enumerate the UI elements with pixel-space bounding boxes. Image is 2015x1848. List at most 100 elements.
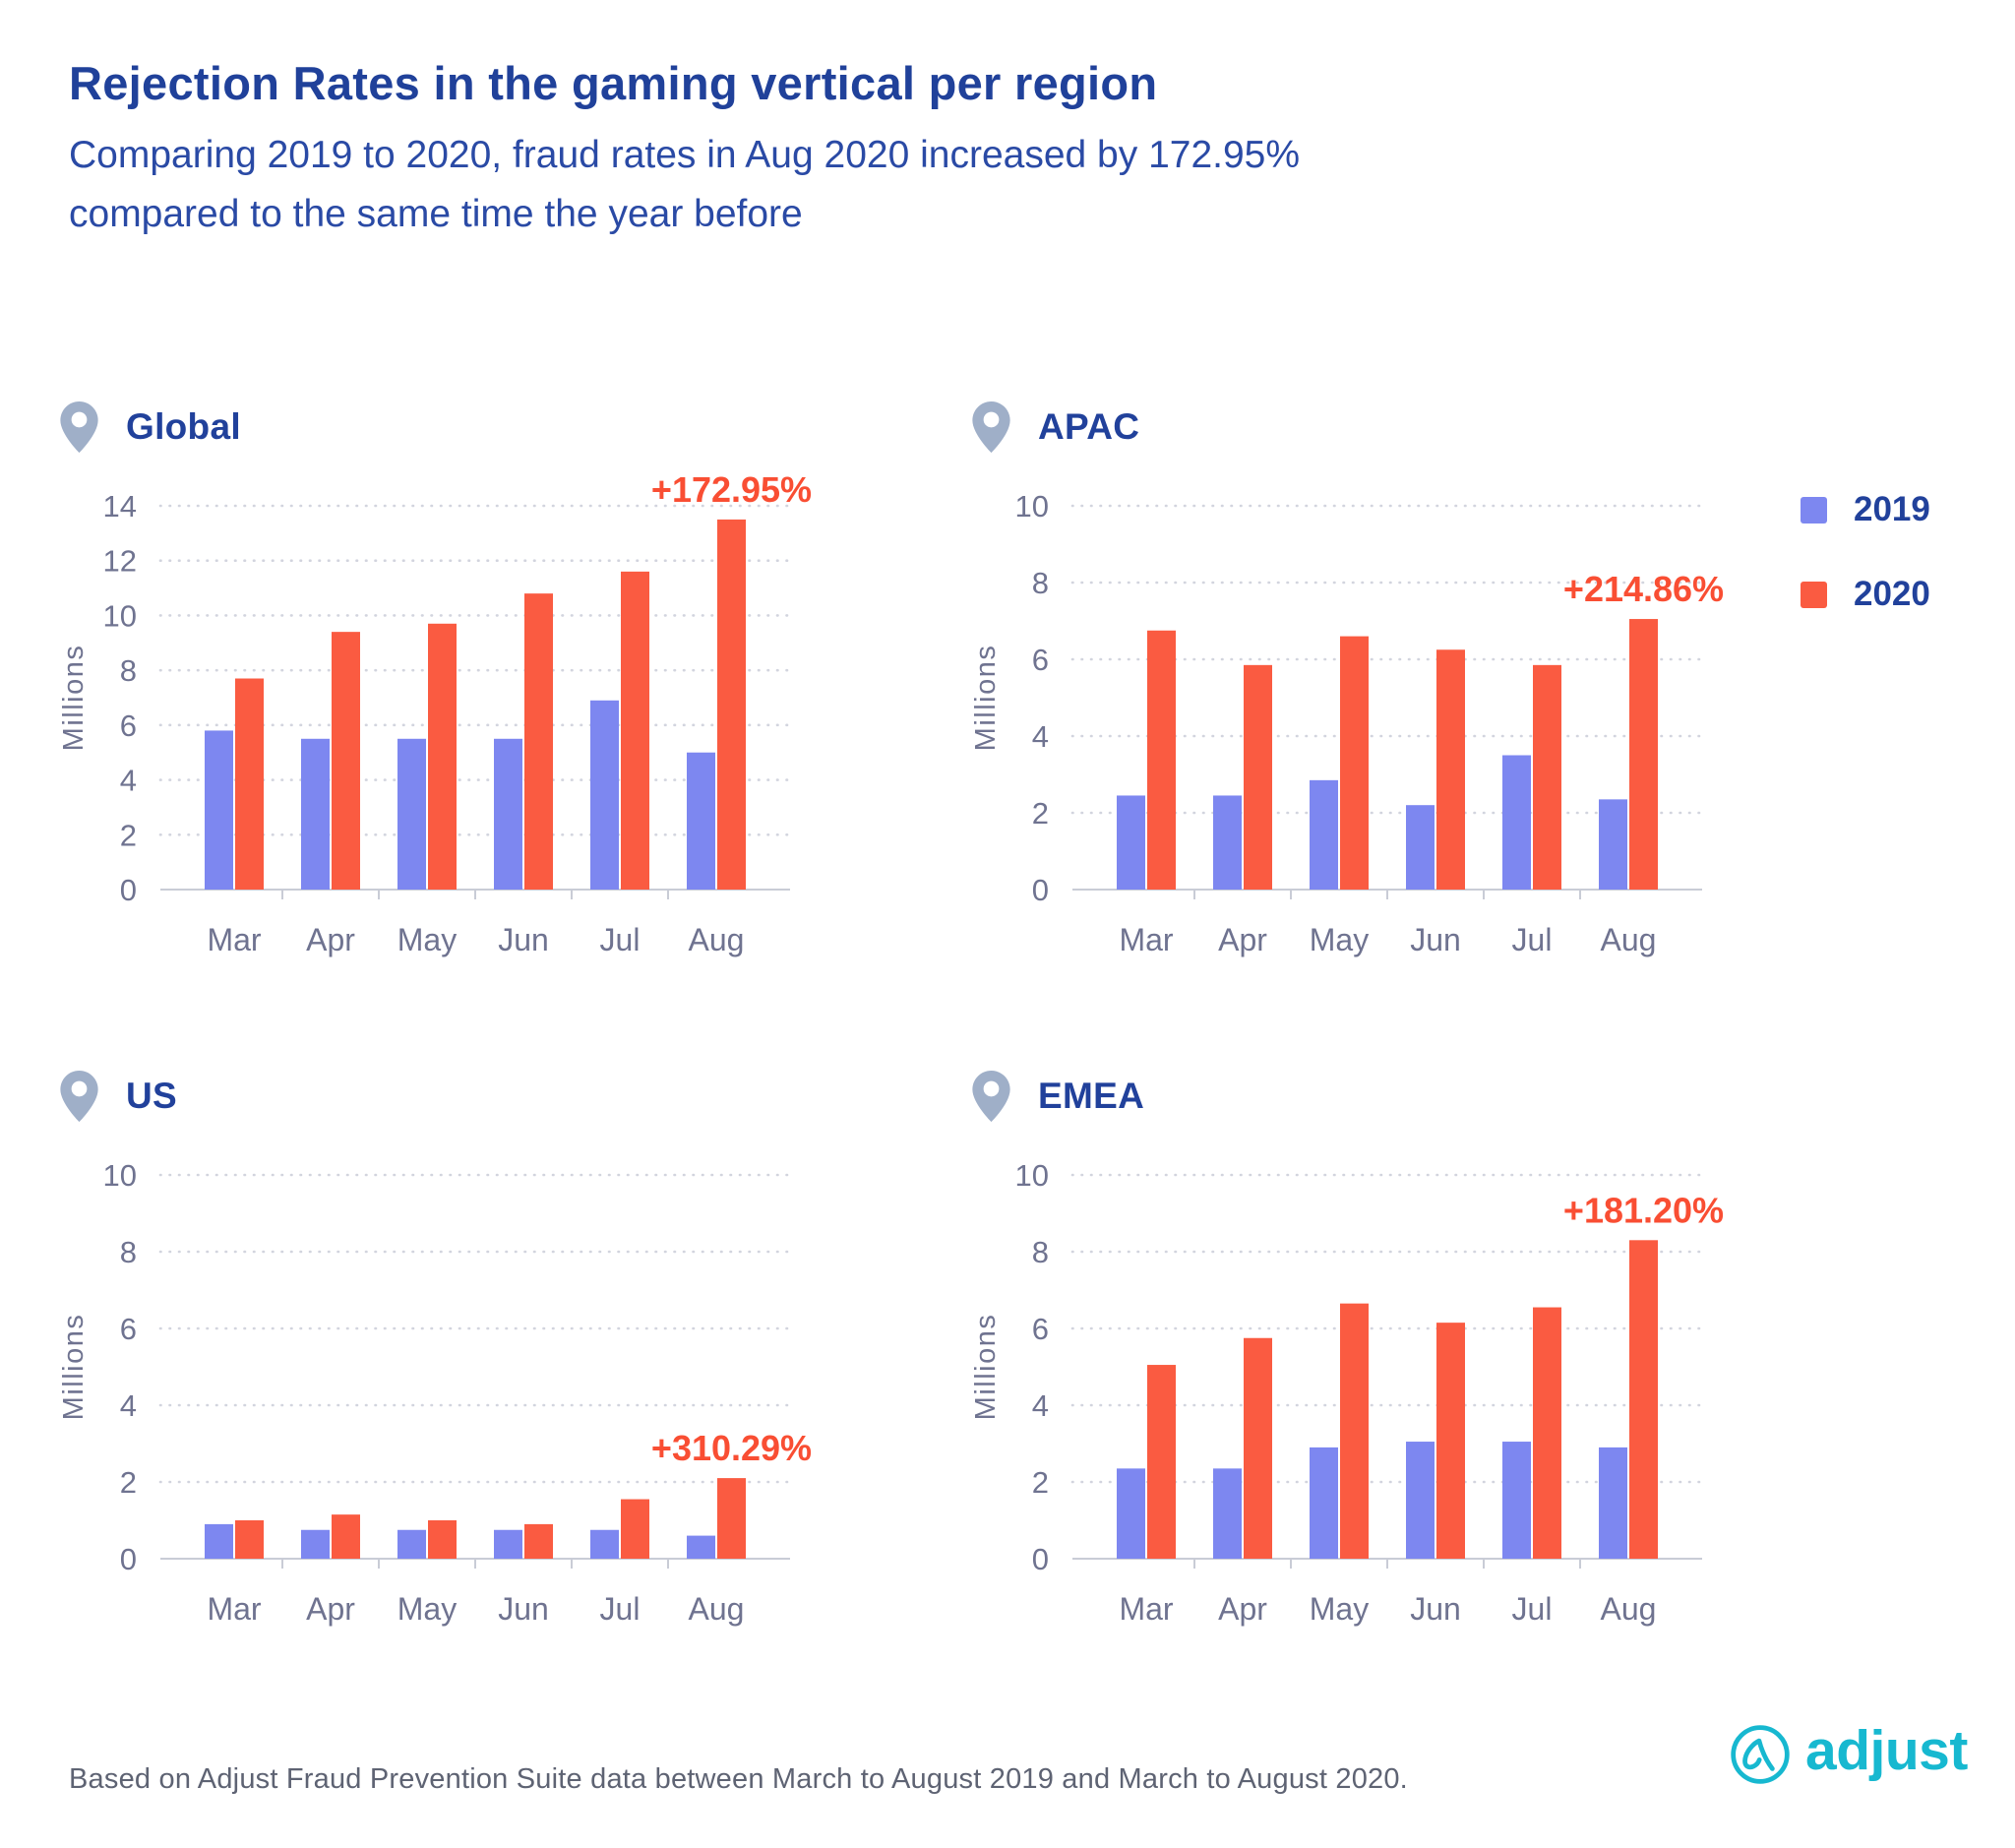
bar-2019-May xyxy=(1310,1447,1338,1559)
x-tick-label: Jul xyxy=(600,922,641,957)
x-tick-label: Apr xyxy=(1218,1591,1267,1627)
y-axis-title: Millions xyxy=(970,645,1002,752)
page-title: Rejection Rates in the gaming vertical p… xyxy=(69,57,1158,109)
x-tick-label: Mar xyxy=(1119,922,1173,957)
y-tick-label: 6 xyxy=(120,708,137,743)
region-title: APAC xyxy=(1038,406,1140,447)
bar-2020-Mar xyxy=(1147,1365,1176,1559)
chart-legend: 2019 2020 xyxy=(1801,490,1930,614)
y-tick-label: 8 xyxy=(1032,1235,1049,1269)
x-tick-label: Jul xyxy=(1512,1591,1553,1627)
y-tick-label: 10 xyxy=(1015,489,1049,524)
y-axis-title: Millions xyxy=(58,1314,90,1421)
y-tick-label: 10 xyxy=(103,598,137,633)
bar-2020-May xyxy=(428,1520,457,1559)
y-tick-label: 6 xyxy=(1032,1312,1049,1346)
bar-2020-Mar xyxy=(1147,630,1176,890)
y-axis-title: Millions xyxy=(970,1314,1002,1421)
bar-2020-Jul xyxy=(1533,664,1561,890)
x-tick-label: Aug xyxy=(1601,922,1657,957)
y-tick-label: 2 xyxy=(1032,1465,1049,1500)
bar-2020-Aug xyxy=(717,519,746,890)
x-tick-label: May xyxy=(397,1591,457,1627)
chart-panel-apac: APAC 0 2 4 6 8 10 Millions Mar Apr May Jun Jul Aug +2… xyxy=(959,392,1776,1013)
bar-2020-Apr xyxy=(1244,1337,1272,1559)
adjust-logo-icon xyxy=(1731,1725,1790,1784)
annotation-us: +310.29% xyxy=(651,1428,812,1468)
adjust-logo: adjust xyxy=(1728,1722,1968,1787)
y-tick-label: 2 xyxy=(120,818,137,852)
bar-2020-Jun xyxy=(524,593,553,890)
bar-2020-May xyxy=(428,623,457,890)
legend-item-2019: 2019 xyxy=(1801,490,1930,529)
bar-2020-Jul xyxy=(621,571,649,890)
bar-2019-Aug xyxy=(687,752,715,890)
location-pin-icon xyxy=(60,400,98,453)
y-tick-label: 14 xyxy=(103,489,137,524)
x-tick-label: Jun xyxy=(1410,922,1461,957)
y-tick-label: 0 xyxy=(1032,1542,1049,1576)
bar-2020-Jul xyxy=(621,1499,649,1559)
y-tick-label: 12 xyxy=(103,544,137,579)
bar-2020-Mar xyxy=(235,678,264,890)
x-tick-label: Jul xyxy=(1512,922,1553,957)
legend-item-2020: 2020 xyxy=(1801,575,1930,614)
location-pin-icon xyxy=(972,400,1010,453)
bar-2019-Mar xyxy=(205,730,233,890)
region-title: EMEA xyxy=(1038,1076,1145,1116)
x-tick-label: Mar xyxy=(1119,1591,1173,1627)
bar-2019-Mar xyxy=(205,1523,233,1559)
y-tick-label: 2 xyxy=(120,1465,137,1500)
x-tick-label: Jun xyxy=(1410,1591,1461,1627)
bar-2019-Apr xyxy=(1213,1468,1242,1559)
legend-swatch-2020 xyxy=(1801,581,1827,608)
annotation-emea: +181.20% xyxy=(1563,1190,1724,1230)
y-tick-label: 10 xyxy=(1015,1158,1049,1193)
page-subtitle: Comparing 2019 to 2020, fraud rates in A… xyxy=(69,134,1301,236)
y-tick-label: 2 xyxy=(1032,796,1049,831)
bar-2019-May xyxy=(1310,779,1338,890)
annotation-apac: +214.86% xyxy=(1563,569,1724,609)
x-tick-label: Aug xyxy=(1601,1591,1657,1627)
region-title: US xyxy=(126,1076,177,1116)
bar-2019-Aug xyxy=(1599,799,1627,890)
legend-label: 2020 xyxy=(1854,575,1930,613)
bar-2019-Jul xyxy=(590,700,619,890)
x-tick-label: May xyxy=(397,922,457,957)
bar-2019-Jun xyxy=(494,738,522,890)
y-tick-label: 6 xyxy=(120,1312,137,1346)
chart-panel-global: Global 0 2 4 6 8 10 12 14 Millions Mar Apr May Jun Ju… xyxy=(47,392,864,1013)
chart-panel-header: Global xyxy=(47,392,864,462)
bar-chart-apac: 0 2 4 6 8 10 Millions Mar Apr May Jun Jul Aug +214.86… xyxy=(970,489,1724,957)
x-tick-label: Apr xyxy=(1218,922,1267,957)
x-tick-label: Jun xyxy=(498,1591,549,1627)
x-tick-label: Jun xyxy=(498,922,549,957)
y-tick-label: 8 xyxy=(1032,566,1049,600)
bar-2019-Apr xyxy=(301,738,330,890)
x-tick-label: May xyxy=(1310,922,1369,957)
bar-2019-Jun xyxy=(494,1529,522,1559)
bar-2020-Mar xyxy=(235,1520,264,1559)
footer-note: Based on Adjust Fraud Prevention Suite d… xyxy=(69,1763,1408,1795)
y-tick-label: 0 xyxy=(1032,873,1049,907)
y-tick-label: 6 xyxy=(1032,643,1049,677)
bar-2020-Apr xyxy=(332,1514,360,1559)
adjust-wordmark: adjust xyxy=(1805,1718,1968,1782)
location-pin-icon xyxy=(972,1070,1010,1122)
y-tick-label: 8 xyxy=(120,1235,137,1269)
bar-2019-Aug xyxy=(1599,1447,1627,1559)
x-tick-label: Aug xyxy=(689,1591,745,1627)
bar-2020-May xyxy=(1340,636,1369,890)
bar-2020-Apr xyxy=(332,632,360,890)
bar-2020-Jun xyxy=(1436,1323,1465,1559)
bar-2020-Aug xyxy=(1629,1240,1658,1559)
location-pin-icon xyxy=(60,1070,98,1122)
chart-panel-us: US 0 2 4 6 8 10 Millions Mar Apr May Jun Jul Aug +310… xyxy=(47,1061,864,1682)
bar-2019-Jul xyxy=(1502,1442,1531,1559)
y-tick-label: 4 xyxy=(120,764,137,798)
x-tick-label: Aug xyxy=(689,922,745,957)
y-tick-label: 4 xyxy=(120,1388,137,1423)
x-tick-label: Apr xyxy=(306,1591,355,1627)
bar-2019-Apr xyxy=(1213,795,1242,890)
bar-2020-Aug xyxy=(1629,619,1658,890)
